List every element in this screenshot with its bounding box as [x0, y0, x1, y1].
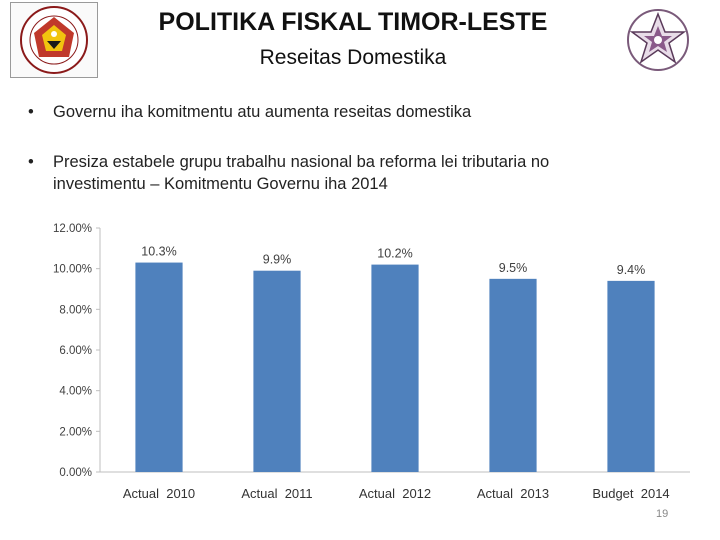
x-tick-label: Actual 2011 [241, 486, 312, 501]
y-tick-label: 6.00% [59, 345, 92, 357]
y-tick-label: 10.00% [53, 264, 92, 276]
x-tick-label: Actual 2013 [477, 486, 549, 501]
bar [489, 278, 537, 472]
bullet-text: Presiza estabele grupu trabalhu nasional… [53, 153, 550, 193]
data-label: 9.4% [617, 263, 646, 277]
bar [607, 280, 655, 472]
bullet-marker: • [28, 103, 34, 121]
data-label: 10.3% [141, 245, 176, 259]
data-label: 9.9% [263, 253, 292, 267]
revenue-bar-chart: 0.00% 2.00% 4.00% 6.00% 8.00% 10.00% 12.00% 10.… [53, 223, 690, 501]
page-title: POLITIKA FISKAL TIMOR-LESTE [158, 8, 548, 36]
y-tick-label: 2.00% [59, 426, 92, 438]
bar [371, 264, 419, 472]
x-tick-label: Actual 2010 [123, 486, 195, 501]
y-tick-label: 12.00% [53, 223, 92, 235]
bullet-marker: • [28, 153, 34, 171]
y-tick-label: 0.00% [59, 467, 92, 479]
bullet-text: Governu iha komitmentu atu aumenta resei… [53, 103, 472, 121]
x-tick-label: Budget 2014 [592, 486, 669, 501]
bullet-item: • Governu iha komitmentu atu aumenta res… [28, 101, 628, 123]
timor-leste-coat-of-arms-logo [10, 2, 98, 78]
bar [253, 270, 301, 472]
y-tick-label: 8.00% [59, 304, 92, 316]
bar [135, 262, 183, 472]
data-label: 10.2% [377, 247, 412, 261]
page-subtitle: Reseitas Domestika [259, 46, 447, 69]
ministry-seal-logo [610, 2, 706, 78]
y-tick-label: 4.00% [59, 386, 92, 398]
page-number: 19 [656, 508, 669, 520]
data-label: 9.5% [499, 261, 528, 275]
x-tick-label: Actual 2012 [359, 486, 431, 501]
bullet-item: • Presiza estabele grupu trabalhu nasion… [28, 151, 628, 195]
